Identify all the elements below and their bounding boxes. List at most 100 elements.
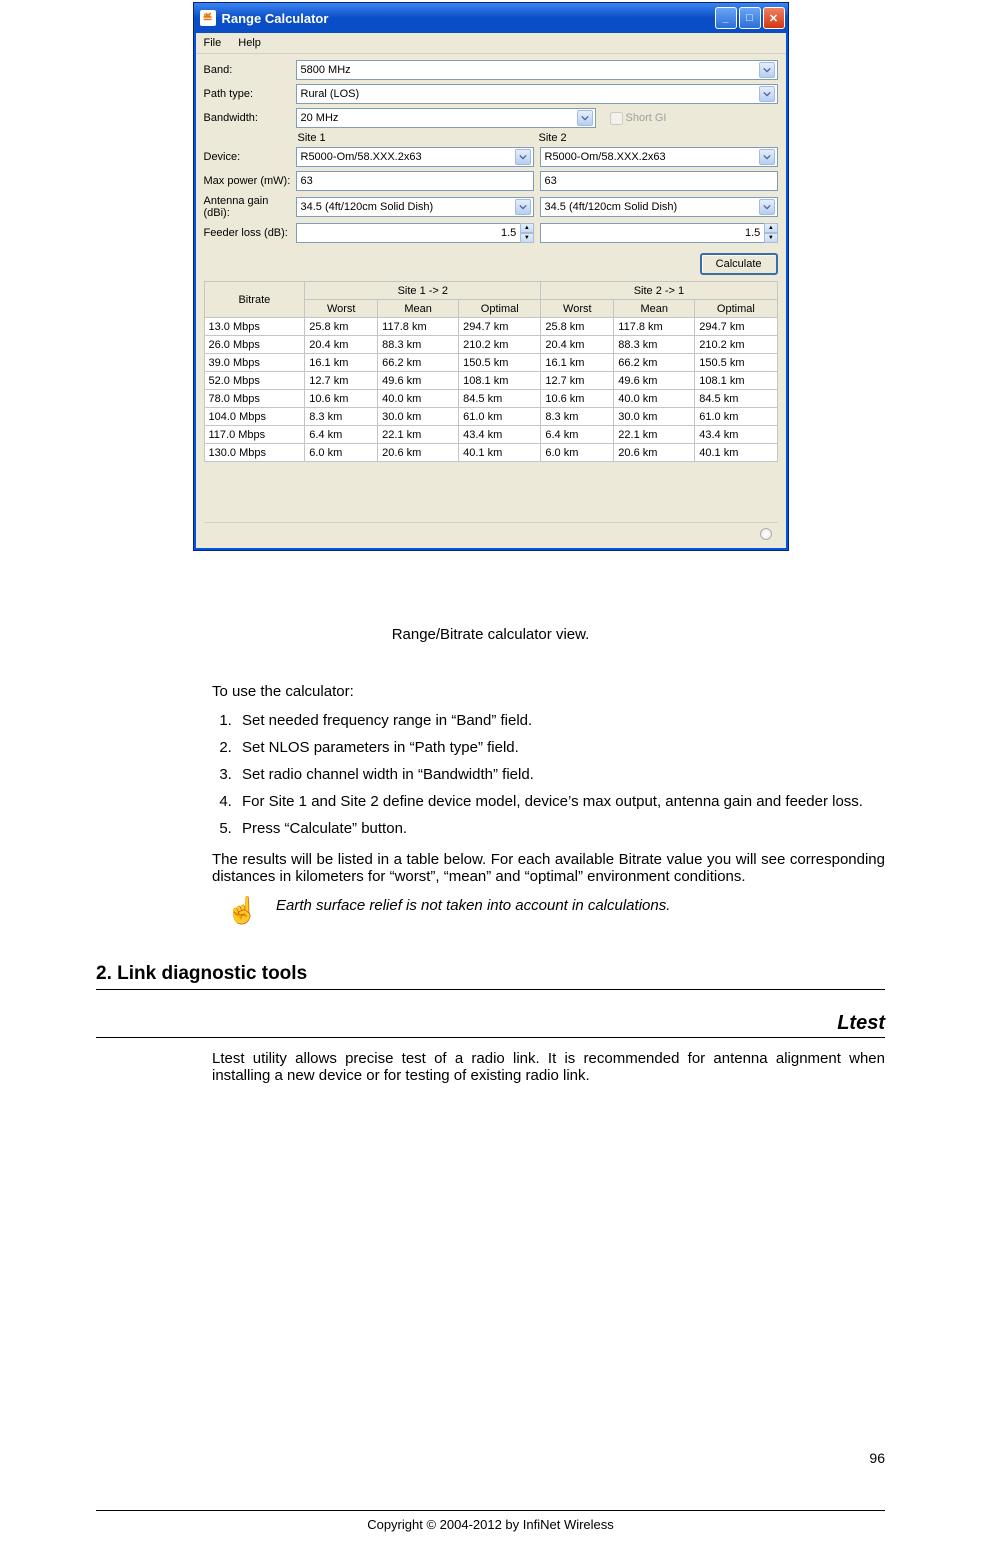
window-titlebar[interactable]: ≝ Range Calculator _ □ ✕ — [194, 3, 788, 33]
antgain1-dropdown[interactable]: 34.5 (4ft/120cm Solid Dish) — [296, 197, 534, 217]
table-cell: 10.6 km — [305, 390, 378, 408]
th-mean: Mean — [378, 300, 459, 318]
note-block: ☝ Earth surface relief is not taken into… — [226, 897, 885, 923]
table-cell: 66.2 km — [378, 354, 459, 372]
table-cell: 6.0 km — [305, 444, 378, 462]
minimize-button[interactable]: _ — [715, 7, 737, 29]
table-row: 26.0 Mbps20.4 km88.3 km210.2 km20.4 km88… — [204, 336, 777, 354]
chevron-down-icon[interactable] — [577, 110, 593, 126]
subsection-heading: Ltest — [0, 1012, 981, 1035]
table-row: 78.0 Mbps10.6 km40.0 km84.5 km10.6 km40.… — [204, 390, 777, 408]
th-bitrate: Bitrate — [204, 282, 305, 318]
band-value: 5800 MHz — [301, 64, 759, 76]
window-title: Range Calculator — [222, 11, 329, 26]
label-feeder: Feeder loss (dB): — [204, 227, 296, 239]
antgain2-dropdown[interactable]: 34.5 (4ft/120cm Solid Dish) — [540, 197, 778, 217]
list-item: Set needed frequency range in “Band” fie… — [236, 712, 885, 729]
table-cell: 78.0 Mbps — [204, 390, 305, 408]
pointing-hand-icon: ☝ — [226, 897, 256, 923]
list-item: For Site 1 and Site 2 define device mode… — [236, 793, 885, 810]
table-cell: 40.0 km — [378, 390, 459, 408]
table-cell: 294.7 km — [695, 318, 777, 336]
table-cell: 10.6 km — [541, 390, 614, 408]
feeder1-input[interactable]: 1.5 — [296, 223, 522, 243]
table-cell: 108.1 km — [459, 372, 541, 390]
note-text: Earth surface relief is not taken into a… — [256, 897, 885, 923]
table-cell: 61.0 km — [695, 408, 777, 426]
page-footer: Copyright © 2004-2012 by InfiNet Wireles… — [0, 1510, 981, 1532]
table-row: 104.0 Mbps8.3 km30.0 km61.0 km8.3 km30.0… — [204, 408, 777, 426]
table-cell: 12.7 km — [305, 372, 378, 390]
table-cell: 12.7 km — [541, 372, 614, 390]
table-row: 13.0 Mbps25.8 km117.8 km294.7 km25.8 km1… — [204, 318, 777, 336]
range-calculator-window: ≝ Range Calculator _ □ ✕ File Help Band:… — [193, 2, 789, 551]
th-mean: Mean — [614, 300, 695, 318]
maxpower1-input[interactable]: 63 — [296, 171, 534, 191]
band-dropdown[interactable]: 5800 MHz — [296, 60, 778, 80]
chevron-down-icon[interactable] — [515, 199, 531, 215]
chevron-down-icon[interactable] — [759, 86, 775, 102]
table-cell: 22.1 km — [614, 426, 695, 444]
table-cell: 25.8 km — [305, 318, 378, 336]
maximize-button[interactable]: □ — [739, 7, 761, 29]
results-table: Bitrate Site 1 -> 2 Site 2 -> 1 Worst Me… — [204, 281, 778, 462]
table-cell: 210.2 km — [459, 336, 541, 354]
feeder2-input[interactable]: 1.5 — [540, 223, 766, 243]
subsection-rule — [96, 1037, 885, 1038]
table-row: 130.0 Mbps6.0 km20.6 km40.1 km6.0 km20.6… — [204, 444, 777, 462]
feeder1-spinner[interactable]: ▲▼ — [520, 223, 533, 243]
table-cell: 88.3 km — [614, 336, 695, 354]
chevron-down-icon[interactable] — [515, 149, 531, 165]
chevron-down-icon[interactable] — [759, 62, 775, 78]
label-antgain: Antenna gain (dBi): — [204, 195, 296, 219]
shortgi-checkbox: Short GI — [606, 109, 667, 128]
table-cell: 294.7 km — [459, 318, 541, 336]
th-site12: Site 1 -> 2 — [305, 282, 541, 300]
table-cell: 25.8 km — [541, 318, 614, 336]
table-cell: 8.3 km — [541, 408, 614, 426]
java-icon: ≝ — [200, 10, 216, 26]
maxpower2-input[interactable]: 63 — [540, 171, 778, 191]
antgain2-value: 34.5 (4ft/120cm Solid Dish) — [545, 201, 759, 213]
table-cell: 20.4 km — [305, 336, 378, 354]
table-cell: 20.6 km — [614, 444, 695, 462]
table-cell: 104.0 Mbps — [204, 408, 305, 426]
table-cell: 150.5 km — [695, 354, 777, 372]
close-button[interactable]: ✕ — [763, 7, 785, 29]
th-worst: Worst — [305, 300, 378, 318]
table-cell: 20.6 km — [378, 444, 459, 462]
table-cell: 40.1 km — [459, 444, 541, 462]
results-paragraph: The results will be listed in a table be… — [212, 851, 885, 885]
site1-header: Site 1 — [296, 132, 537, 144]
table-cell: 26.0 Mbps — [204, 336, 305, 354]
label-bandwidth: Bandwidth: — [204, 112, 296, 124]
table-cell: 210.2 km — [695, 336, 777, 354]
page-number: 96 — [869, 1450, 885, 1466]
th-site21: Site 2 -> 1 — [541, 282, 777, 300]
label-maxpower: Max power (mW): — [204, 175, 296, 187]
table-cell: 84.5 km — [695, 390, 777, 408]
device2-dropdown[interactable]: R5000-Om/58.XXX.2x63 — [540, 147, 778, 167]
table-cell: 117.0 Mbps — [204, 426, 305, 444]
menu-help[interactable]: Help — [238, 37, 261, 49]
device1-dropdown[interactable]: R5000-Om/58.XXX.2x63 — [296, 147, 534, 167]
feeder2-spinner[interactable]: ▲▼ — [764, 223, 777, 243]
menu-file[interactable]: File — [204, 37, 222, 49]
table-cell: 6.4 km — [541, 426, 614, 444]
chevron-down-icon[interactable] — [759, 149, 775, 165]
path-dropdown[interactable]: Rural (LOS) — [296, 84, 778, 104]
status-led-icon — [760, 528, 772, 540]
table-row: 52.0 Mbps12.7 km49.6 km108.1 km12.7 km49… — [204, 372, 777, 390]
table-cell: 49.6 km — [378, 372, 459, 390]
table-cell: 49.6 km — [614, 372, 695, 390]
table-cell: 150.5 km — [459, 354, 541, 372]
bandwidth-dropdown[interactable]: 20 MHz — [296, 108, 596, 128]
table-cell: 84.5 km — [459, 390, 541, 408]
table-cell: 117.8 km — [378, 318, 459, 336]
th-optimal: Optimal — [695, 300, 777, 318]
chevron-down-icon[interactable] — [759, 199, 775, 215]
intro-text: To use the calculator: — [212, 683, 885, 700]
table-cell: 43.4 km — [459, 426, 541, 444]
label-device: Device: — [204, 151, 296, 163]
calculate-button[interactable]: Calculate — [700, 253, 778, 275]
